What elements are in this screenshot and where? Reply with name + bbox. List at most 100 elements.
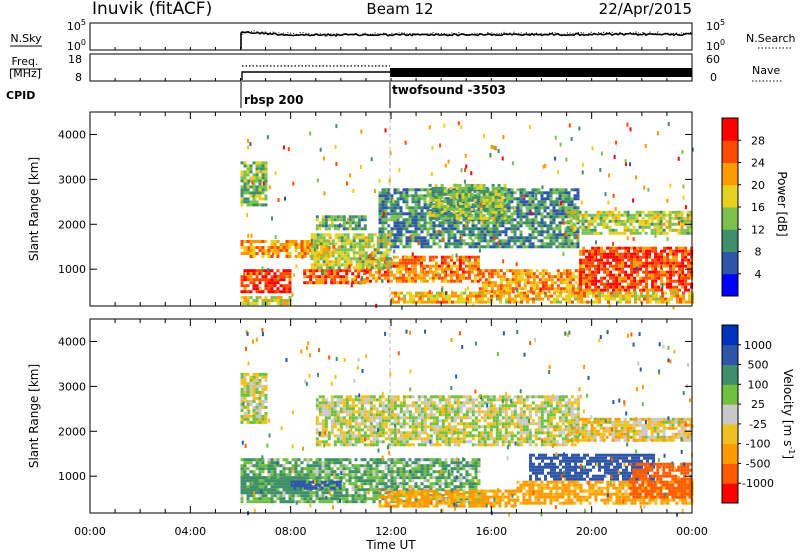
cell-4 xyxy=(478,287,482,291)
cell-8 xyxy=(573,188,577,192)
cell-10 xyxy=(677,216,681,220)
cell-10 xyxy=(569,219,573,223)
cell-0 xyxy=(429,473,433,477)
cell-11 xyxy=(252,185,256,189)
cell-12 xyxy=(361,260,365,264)
cell-13 xyxy=(616,300,619,304)
cell-10 xyxy=(653,228,657,232)
cell-4 xyxy=(568,284,572,288)
speckle xyxy=(666,198,669,203)
cell-0 xyxy=(249,269,253,273)
cell-13 xyxy=(688,291,691,295)
cell-12 xyxy=(331,254,335,258)
cell-3 xyxy=(395,267,399,271)
cell-5 xyxy=(645,258,649,262)
cell-4 xyxy=(505,281,509,285)
cell-12 xyxy=(322,236,326,240)
cell-1 xyxy=(306,246,310,249)
cell-11 xyxy=(255,194,259,198)
cell-13 xyxy=(466,297,469,301)
cell-8 xyxy=(516,209,520,213)
cell-5 xyxy=(684,246,688,250)
cell-3 xyxy=(371,276,375,280)
cell-0 xyxy=(282,464,286,468)
cell-8 xyxy=(567,194,571,198)
cell-8 xyxy=(555,224,559,228)
cell-8 xyxy=(405,188,409,192)
cell-5 xyxy=(681,258,685,262)
cell-10 xyxy=(686,210,690,214)
cell-3 xyxy=(413,276,417,280)
cell-8 xyxy=(501,224,505,228)
cell-0 xyxy=(387,488,391,492)
cell-0 xyxy=(450,470,454,474)
cell-13 xyxy=(661,300,664,304)
cell-8 xyxy=(411,197,415,201)
cell-3 xyxy=(458,264,462,268)
cell-8 xyxy=(450,233,454,237)
cell-7 xyxy=(318,224,322,228)
cell-7 xyxy=(336,218,340,222)
cell-7 xyxy=(351,221,355,225)
cell-3 xyxy=(407,267,411,271)
cell-0 xyxy=(315,497,319,501)
cell-0 xyxy=(342,476,346,480)
cell-0 xyxy=(363,491,367,495)
cell-5 xyxy=(684,258,688,262)
cell-13 xyxy=(436,300,439,304)
cell-8 xyxy=(534,221,538,225)
cell-8 xyxy=(423,227,427,231)
cell-0 xyxy=(462,464,466,468)
cell-9 xyxy=(461,207,465,211)
cell-2 xyxy=(312,272,316,276)
cell-9 xyxy=(494,210,498,214)
cell-10 xyxy=(656,225,660,229)
cell-4 xyxy=(487,281,491,285)
cell-11 xyxy=(246,197,250,201)
cell-10 xyxy=(662,213,666,217)
cell-4 xyxy=(535,275,539,279)
cell-8 xyxy=(534,206,538,210)
cell-12 xyxy=(331,239,335,243)
cell-8 xyxy=(576,194,580,198)
cell-2 xyxy=(324,278,328,282)
cell-10 xyxy=(653,222,657,226)
cell-8 xyxy=(558,233,562,237)
cell-1 xyxy=(279,246,283,249)
cell-9 xyxy=(455,207,459,211)
cell-8 xyxy=(486,242,490,246)
cell-13 xyxy=(478,294,481,298)
cell-0 xyxy=(459,482,463,486)
cell-0 xyxy=(399,467,403,471)
cell-10 xyxy=(674,210,678,214)
cell-13 xyxy=(595,297,598,301)
cell-12 xyxy=(385,233,389,237)
cell-8 xyxy=(504,191,508,195)
cell-10 xyxy=(680,216,684,220)
cell-8 xyxy=(402,197,406,201)
cell-7 xyxy=(324,224,328,228)
cell-3 xyxy=(419,255,423,259)
cell-5 xyxy=(582,267,586,271)
cell-10 xyxy=(587,222,591,226)
cell-8 xyxy=(462,218,466,222)
cell-0 xyxy=(255,482,259,486)
cell-8 xyxy=(543,230,547,234)
cell-3 xyxy=(401,267,405,271)
cell-10 xyxy=(689,210,693,214)
cell-8 xyxy=(540,203,544,207)
cell-5 xyxy=(591,261,595,265)
cell-0 xyxy=(366,476,370,480)
cell-8 xyxy=(555,200,559,204)
cell-8 xyxy=(510,230,514,234)
cell-13 xyxy=(583,291,586,295)
cell-0 xyxy=(411,473,415,477)
cell-5 xyxy=(633,258,637,262)
cell-13 xyxy=(472,291,475,295)
cell-0 xyxy=(270,461,274,465)
cell-10 xyxy=(566,225,570,229)
cell-8 xyxy=(408,218,412,222)
cell-8 xyxy=(378,209,382,213)
cell-3 xyxy=(470,264,474,268)
cell-10 xyxy=(683,228,687,232)
